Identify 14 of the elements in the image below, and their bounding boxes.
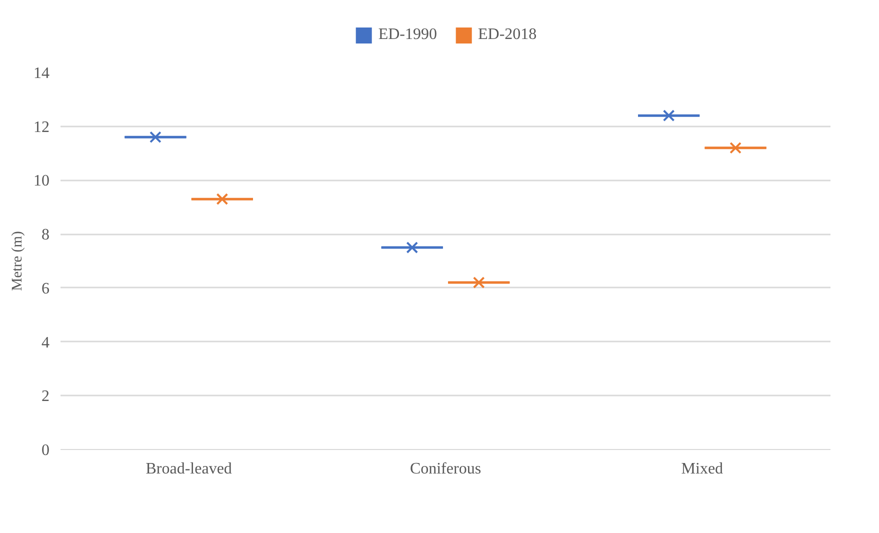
y-tick-label: 12	[34, 118, 50, 136]
legend-label: ED-1990	[378, 26, 437, 44]
y-tick-label: 14	[34, 65, 50, 82]
y-tick-label: 2	[42, 388, 50, 406]
x-tick-label: Coniferous	[410, 460, 482, 478]
y-tick-label: 6	[42, 280, 50, 298]
y-tick-label: 10	[34, 172, 50, 190]
x-tick-label: Mixed	[681, 460, 724, 478]
x-tick-label: Broad-leaved	[146, 460, 232, 478]
legend-label: ED-2018	[478, 26, 537, 44]
y-axis-title: Metre (m)	[10, 230, 26, 291]
y-tick-label: 0	[42, 442, 50, 459]
y-tick-label: 4	[42, 334, 50, 352]
y-tick-label: 8	[42, 226, 50, 244]
